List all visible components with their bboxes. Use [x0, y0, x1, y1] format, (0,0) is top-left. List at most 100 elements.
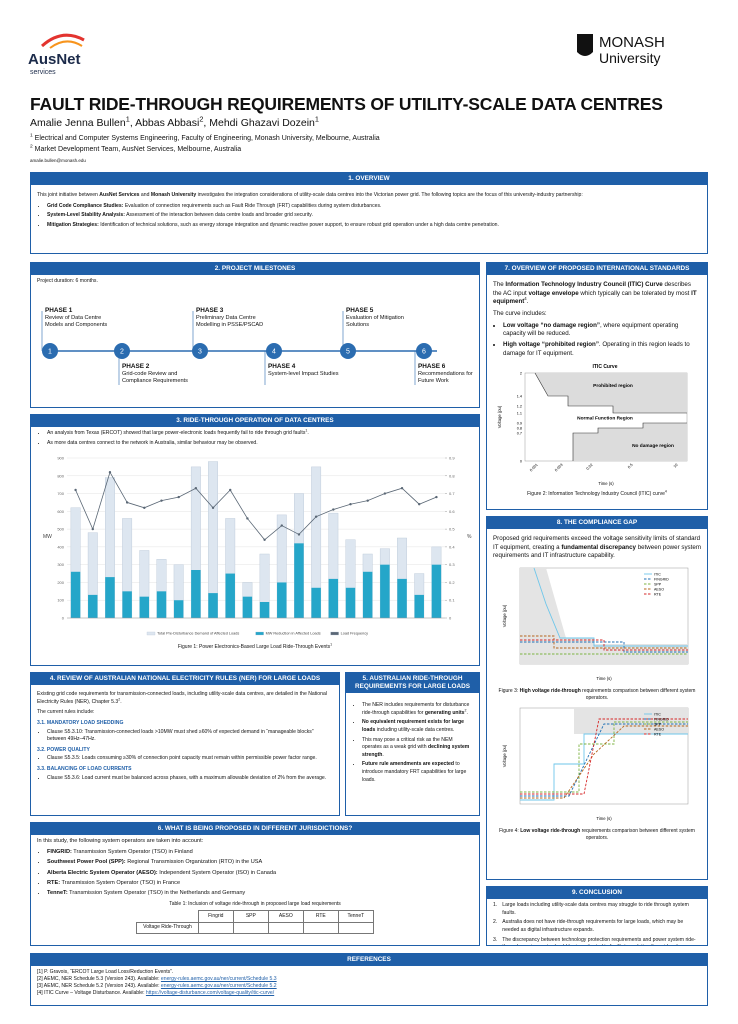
text-run: No equivalent requirement exists for lar… — [362, 719, 464, 733]
y-tick-label: 200 — [57, 580, 64, 585]
text-run: Abbas Abbasi — [135, 117, 200, 129]
text-run: System-Level Stability Analysis: — [47, 212, 125, 219]
text-run: An analysis from Texas (ERCOT) showed th… — [47, 430, 306, 436]
bullet-list: Low voltage “no damage region”, where eq… — [493, 322, 701, 359]
reference: [3] AEMC, NER Schedule 5.2 (Version 243)… — [37, 983, 701, 990]
bullet-list: Clause S5.3.6: Load current must be bala… — [37, 775, 333, 783]
text-run: AusNet Services — [99, 192, 140, 198]
inclusion-table: Fingrid SPP AESO RTE TenneT Voltage Ride-Thro… — [136, 910, 374, 935]
text-run: to introduce mandatory FRT capabilities … — [362, 761, 467, 783]
text-run: This may pose a critical risk as the NEM… — [362, 736, 453, 751]
bullet-list: The NER includes requirements for distur… — [352, 702, 473, 784]
bar — [259, 602, 270, 619]
phase-label: PHASE 4 — [268, 362, 296, 370]
phase-text: PHASE 1 Review of Data Centre Models and … — [45, 307, 117, 330]
y-tick-label: 300 — [57, 562, 64, 567]
x-tick-label: 0.5 — [627, 463, 634, 470]
phase-label: PHASE 3 — [196, 306, 224, 314]
reference-link[interactable]: energy-rules.aemc.gov.au/ner/current/Sch… — [160, 976, 277, 983]
legend-swatch — [330, 632, 339, 636]
text-run: 1 — [125, 114, 130, 124]
item-text: The discrepancy between technology prote… — [502, 936, 696, 945]
section-heading: 6. WHAT IS BEING PROPOSED IN DIFFERENT J… — [31, 823, 479, 835]
y2-tick-label: 0.1 — [449, 598, 455, 603]
ner-section: 4. REVIEW OF AUSTRALIAN NATIONAL ELECTRI… — [30, 672, 340, 816]
logo-text: MONASH — [599, 34, 665, 51]
section-body: 1. Large loads including utility-scale da… — [487, 899, 707, 945]
text-run: . — [466, 709, 468, 716]
bullet-item: Low voltage “no damage region”, where eq… — [503, 322, 701, 339]
bullet-list: Clause S5.3.10: Transmission-connected l… — [37, 729, 333, 744]
text-run: Figure 1: Power Electronics-Based Large … — [177, 644, 331, 651]
phase-number: 4 — [272, 348, 276, 355]
y2-axis-label: % — [467, 534, 472, 540]
bullet-item: Clause S5.3.6: Load current must be bala… — [47, 775, 333, 783]
text-run: Alberta Electric System Operator (AESO): — [47, 869, 158, 876]
bar — [380, 564, 390, 619]
bar — [173, 600, 184, 619]
logo-shield — [577, 34, 593, 56]
text-run: including utility-scale data centres. — [375, 726, 455, 733]
line-point — [400, 487, 404, 490]
bar — [431, 564, 442, 619]
affiliations: 1 Electrical and Computer Systems Engine… — [30, 134, 380, 156]
requirement-curve — [520, 641, 688, 653]
legend-swatch — [146, 632, 156, 636]
reference-text: [2] AEMC, NER Schedule 5.3 (Version 243)… — [37, 976, 161, 983]
reference-link[interactable]: https://voltage-disturbance.com/voltage-… — [145, 990, 275, 997]
phase-number: 6 — [422, 348, 426, 355]
text-run: As more data centres connect to the netw… — [47, 439, 258, 446]
y-tick-label: 800 — [57, 474, 64, 479]
text-run: Identification of technical solutions, s… — [98, 221, 499, 228]
phase-label: PHASE 6 — [418, 362, 446, 370]
text-run: IT equipment — [493, 289, 697, 306]
section-body: Project duration: 6 months. 1 2 3 4 5 6 PHASE 1… — [31, 275, 479, 404]
table-cell — [337, 921, 374, 935]
line-point — [383, 492, 387, 496]
text-run: High voltage ride-through — [519, 688, 581, 695]
section-body: The NER includes requirements for distur… — [346, 693, 479, 790]
upper-boundary — [534, 373, 687, 414]
line-point — [194, 487, 198, 490]
text-run: Low voltage ride-through — [520, 828, 581, 835]
phase-circle — [416, 342, 432, 359]
line-point — [108, 471, 112, 474]
phase-text: PHASE 5 Evaluation of Mitigation Solution… — [346, 307, 418, 330]
text-run: Market Development Team, AusNet Services… — [32, 145, 242, 153]
figure-caption: Figure 3: High voltage ride-through requ… — [493, 688, 701, 702]
bullet-item: The NER includes requirements for distur… — [362, 702, 473, 717]
text-run: TenneT: — [47, 890, 68, 897]
text-run: Amalie Jenna Bullen — [30, 117, 126, 129]
y2-tick-label: 0 — [449, 616, 452, 621]
y-axis-label: Voltage (pu) — [497, 405, 502, 428]
text-run: 2 — [199, 114, 204, 124]
y-tick-label: 1.1 — [517, 412, 522, 416]
text-run: , where equipment operating capacity wil… — [503, 321, 679, 338]
column-header: Fingrid — [197, 910, 234, 923]
bullet-item: RTE: Transmission System Operator (TSO) … — [47, 879, 473, 887]
legend-label: Total Pre-Disturbance Demand of Affected… — [157, 632, 239, 636]
bar — [362, 572, 373, 619]
paragraph: The Information Technology Industry Coun… — [493, 281, 701, 307]
text-run: describes the AC input — [493, 281, 691, 297]
text-run: Proposed grid requirements exceed the vo… — [493, 535, 701, 551]
line-point — [332, 508, 335, 512]
prohibited-region — [535, 373, 687, 414]
requirement-curve — [520, 721, 688, 793]
logo-arc — [49, 40, 83, 49]
line-point — [74, 489, 77, 492]
reference-link[interactable]: energy-rules.aemc.gov.au/ner/current/Sch… — [160, 983, 277, 990]
phase-label: PHASE 2 — [122, 362, 150, 370]
bullet-item: Future rule amendments are expected to i… — [362, 761, 473, 784]
jurisdictions-section: 6. WHAT IS BEING PROPOSED IN DIFFERENT J… — [30, 822, 480, 946]
region-label: Prohibited region — [593, 383, 633, 389]
text-run: requirements comparison between differen… — [580, 828, 695, 842]
itic-section: 7. OVERVIEW OF PROPOSED INTERNATIONAL ST… — [486, 262, 708, 510]
logo-arc — [40, 33, 85, 48]
y2-tick-label: 0.8 — [449, 474, 455, 479]
phase-circle — [266, 342, 282, 359]
text-run: requirements comparison between differen… — [580, 688, 696, 702]
bullet-list: FINGRID: Transmission System Operator (T… — [37, 848, 473, 898]
y2-tick-label: 0.7 — [449, 491, 455, 496]
